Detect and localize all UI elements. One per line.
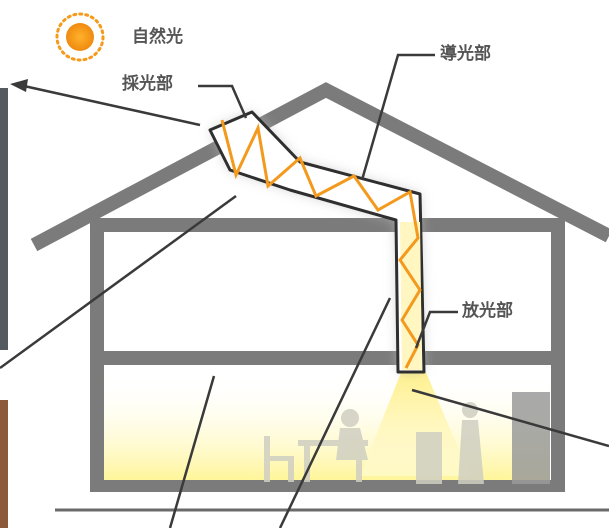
cabinet bbox=[416, 432, 442, 484]
table bbox=[298, 440, 368, 446]
light-duct bbox=[208, 110, 426, 374]
sun-icon bbox=[55, 12, 105, 62]
label-duct: 導光部 bbox=[440, 44, 491, 64]
pointer-lines bbox=[0, 53, 609, 529]
label-emitter: 放光部 bbox=[462, 301, 513, 321]
ground-floor bbox=[90, 480, 565, 492]
label-collector: 採光部 bbox=[122, 74, 173, 94]
pointer-duct-down bbox=[278, 297, 392, 529]
middle-floor bbox=[90, 351, 565, 365]
light-path-zigzag bbox=[220, 119, 422, 369]
pointer-duct-lower bbox=[0, 194, 237, 370]
floor-glow bbox=[103, 372, 550, 480]
pointer-emitter-label bbox=[414, 310, 458, 349]
house-frame bbox=[90, 218, 565, 492]
pointer-duct-label bbox=[360, 53, 435, 181]
arrowhead-left bbox=[10, 79, 28, 92]
child-body bbox=[458, 420, 484, 484]
roof bbox=[30, 82, 609, 252]
tall-shelf bbox=[512, 392, 550, 484]
pointer-collector-label bbox=[198, 84, 248, 119]
duct-inner-glow bbox=[400, 222, 422, 370]
light-beam bbox=[360, 370, 470, 476]
pointer-emitter-out bbox=[411, 388, 609, 448]
ceiling bbox=[90, 218, 565, 232]
furniture-silhouettes bbox=[264, 392, 550, 484]
label-sunlight: 自然光 bbox=[132, 27, 183, 47]
person-sitting-body bbox=[336, 428, 368, 460]
pointer-floor bbox=[168, 375, 216, 529]
pointer-collector bbox=[23, 84, 201, 127]
person-sitting-head bbox=[341, 409, 359, 427]
left-photo-edge bbox=[0, 88, 8, 350]
left-photo-edge-lower bbox=[0, 400, 8, 528]
